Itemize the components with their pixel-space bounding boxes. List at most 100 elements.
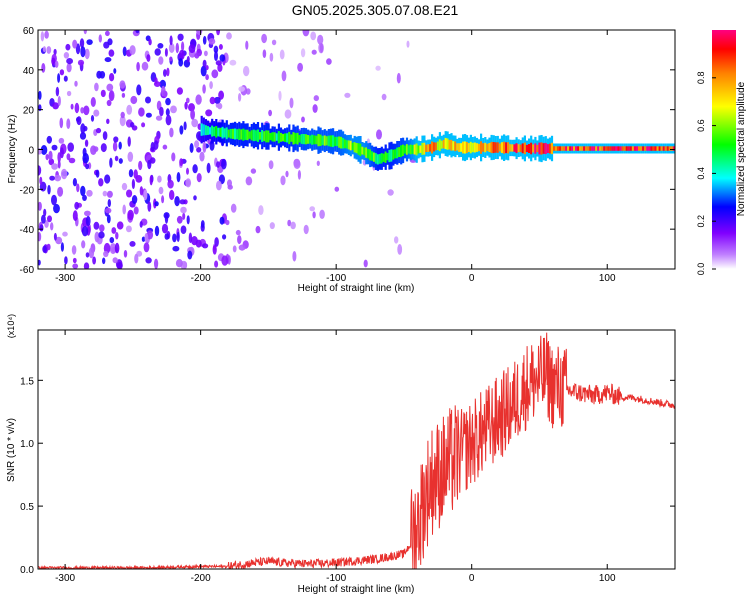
spectrogram-noise-blob xyxy=(76,183,80,193)
spectrogram-noise-blob xyxy=(225,219,230,226)
spectrogram-noise-blob xyxy=(40,31,45,42)
spectrogram-ridge-core xyxy=(505,142,508,154)
spectrogram-noise-blob xyxy=(126,189,133,198)
spectrogram-noise-blob xyxy=(221,158,227,170)
spectrogram-noise-blob xyxy=(303,224,309,235)
spectrogram-ridge-core xyxy=(342,137,345,149)
spectrogram-ridge-core xyxy=(403,145,407,154)
spectrogram-ridge-core xyxy=(609,146,612,151)
spectrogram-ridge-core xyxy=(480,141,483,154)
spectrogram-noise-blob xyxy=(168,43,175,53)
spectrogram-ridge-core xyxy=(347,140,350,150)
x-tick-label: -300 xyxy=(55,273,75,284)
spectrogram-ridge-core xyxy=(309,135,312,144)
spectrogram-noise-blob xyxy=(189,143,194,153)
spectrogram-noise-blob xyxy=(149,175,153,186)
spectrogram-noise-blob xyxy=(113,136,119,143)
spectrogram-noise-blob xyxy=(218,44,223,50)
spectrogram-noise-blob xyxy=(181,41,185,52)
spectrogram-noise-blob xyxy=(214,50,218,62)
spectrogram-noise-blob xyxy=(108,49,115,57)
spectrogram-noise-blob xyxy=(157,43,164,49)
spectrogram-ridge-core xyxy=(615,146,618,151)
spectrogram-noise-blob xyxy=(158,186,164,195)
spectrogram-noise-blob xyxy=(202,243,209,249)
spectrogram-ridge-core xyxy=(427,144,430,152)
spectrogram-ridge-core xyxy=(528,144,531,153)
spectrogram-noise-blob xyxy=(406,40,410,48)
spectrogram-noise-blob xyxy=(38,259,41,266)
spectrogram-noise-blob xyxy=(41,214,46,224)
spectrogram-ridge-core xyxy=(652,146,655,151)
spectrogram-noise-blob xyxy=(195,94,202,105)
spectrogram-noise-blob xyxy=(80,123,86,134)
spectrogram-noise-blob xyxy=(186,167,189,175)
spectrogram-noise-blob xyxy=(123,250,128,258)
spectrogram-ridge-core xyxy=(390,149,393,162)
spectrogram-noise-blob xyxy=(77,59,85,66)
spectrogram-noise-blob xyxy=(80,107,85,114)
spectrogram-ridge-core xyxy=(256,129,260,142)
spectrogram-noise-blob xyxy=(98,178,104,187)
spectrogram-noise-blob xyxy=(302,30,310,37)
spectrogram-noise-blob xyxy=(109,243,117,255)
x-tick-label: -200 xyxy=(191,273,211,284)
spectrogram-ridge-core xyxy=(469,141,472,154)
spectrogram-noise-blob xyxy=(238,86,245,92)
spectrogram-noise-blob xyxy=(190,109,196,120)
spectrogram-ridge-core xyxy=(250,130,253,141)
spectrogram-ridge-core xyxy=(402,144,405,156)
x-tick-label: -200 xyxy=(191,573,211,584)
spectrogram-ridge-core xyxy=(380,153,383,164)
spectrogram-noise-blob xyxy=(209,96,216,105)
spectrogram-ridge-core xyxy=(530,142,533,155)
spectrogram-noise-blob xyxy=(268,160,274,170)
spectrogram-ridge-core xyxy=(621,146,624,151)
spectrogram-ridge-core xyxy=(206,126,210,135)
spectrogram-ridge-core xyxy=(490,141,493,154)
spectrogram-ridge-core xyxy=(317,134,320,147)
spectrogram-noise-blob xyxy=(139,221,143,228)
spectrogram-noise-blob xyxy=(178,49,185,61)
spectrogram-noise-blob xyxy=(83,105,90,116)
spectrogram-ridge-core xyxy=(204,125,207,136)
spectrogram-ridge-core xyxy=(464,141,467,154)
spectrogram-noise-blob xyxy=(376,129,382,140)
spectrogram-noise-blob xyxy=(179,125,184,135)
spectrogram-ridge-core xyxy=(538,142,541,155)
spectrogram-ridge-core xyxy=(670,146,674,151)
spectrogram-ridge-core xyxy=(519,144,522,152)
y-tick-label: -20 xyxy=(20,185,35,196)
spectrogram-noise-blob xyxy=(125,225,132,233)
snr-y-axis-label: SNR (10 * v/v) xyxy=(6,418,17,482)
spectrogram-noise-blob xyxy=(72,178,77,187)
spectrogram-noise-blob xyxy=(141,61,149,71)
spectrogram-ridge-core xyxy=(365,147,368,158)
spectrogram-noise-blob xyxy=(114,155,119,162)
spectrogram-noise-blob xyxy=(72,210,78,222)
spectrogram-noise-blob xyxy=(163,90,168,98)
spectrogram-ridge-core xyxy=(227,129,230,138)
spectrogram-ridge-core xyxy=(591,146,594,151)
spectrogram-noise-blob xyxy=(255,225,261,234)
x-tick-label: 100 xyxy=(599,273,616,284)
spectrogram-noise-blob xyxy=(115,232,119,240)
spectrogram-noise-blob xyxy=(95,127,102,134)
spectrogram-ridge-core xyxy=(234,128,237,140)
spectrogram-noise-blob xyxy=(159,106,164,117)
spectrogram-ridge-core xyxy=(465,141,469,154)
spectrogram-noise-blob xyxy=(67,142,74,152)
spectrogram-noise-blob xyxy=(293,159,301,169)
spectrogram-ridge-core xyxy=(496,142,499,153)
spectrogram-noise-blob xyxy=(114,242,120,254)
spectrogram-noise-blob xyxy=(83,262,90,269)
spectrogram-noise-blob xyxy=(157,175,162,183)
colorbar-label: Normalized spectral amplitude xyxy=(736,81,747,216)
spectrogram-noise-blob xyxy=(42,46,47,53)
spectrogram-noise-blob xyxy=(387,189,394,196)
spectrogram-noise-blob xyxy=(64,256,68,265)
spectrogram-y-ticks: 60 40 20 0 -20 -40 -60 xyxy=(20,26,675,276)
spectrogram-ridge-core xyxy=(492,142,495,154)
spectrogram-noise-blob xyxy=(80,185,86,197)
snr-y-multiplier: (x10⁴) xyxy=(6,314,16,338)
